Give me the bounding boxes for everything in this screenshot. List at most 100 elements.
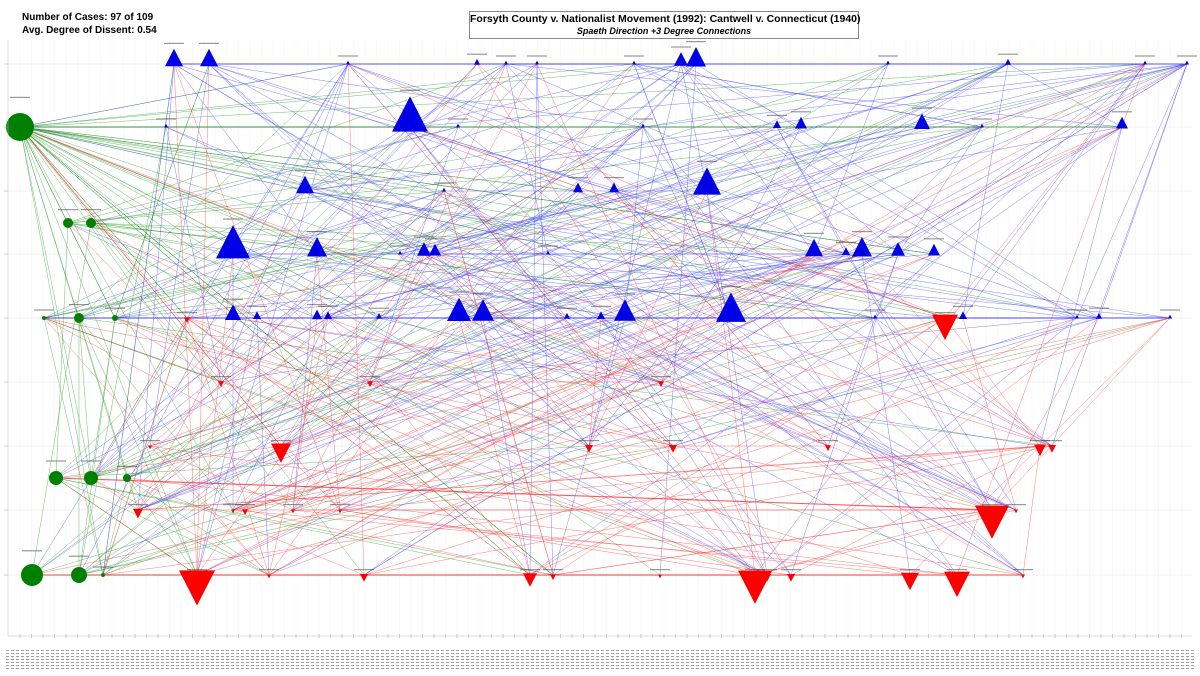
edge-liberal xyxy=(409,126,615,192)
node-label-mark xyxy=(117,465,137,467)
node-liberal xyxy=(456,123,460,128)
edge-liberal xyxy=(897,126,983,255)
edge-liberal xyxy=(1098,63,1188,319)
node-label-mark xyxy=(697,160,717,162)
edge-conservative xyxy=(90,477,270,576)
edge-liberal xyxy=(566,63,1009,319)
node-conservative xyxy=(1014,509,1018,514)
node-label-mark xyxy=(69,555,89,557)
edge-unanimous xyxy=(78,317,1171,576)
edge-liberal xyxy=(173,63,318,255)
node-liberal xyxy=(886,60,890,65)
edge-liberal xyxy=(874,317,993,511)
node-label-mark xyxy=(1013,569,1033,571)
page-subtitle: Spaeth Direction +3 Degree Connections xyxy=(576,26,752,36)
edge-conservative xyxy=(363,317,1171,576)
edge-liberal xyxy=(409,63,507,128)
node-label-mark xyxy=(1177,55,1197,57)
node-liberal xyxy=(928,243,940,256)
edge-unanimous xyxy=(19,126,935,255)
edge-unanimous xyxy=(19,126,445,192)
node-label-mark xyxy=(1067,309,1087,311)
edge-liberal xyxy=(695,63,1100,319)
edge-conservative xyxy=(529,317,1078,576)
edge-unanimous xyxy=(31,63,635,576)
node-conservative xyxy=(658,574,662,579)
node-label-mark xyxy=(543,569,563,571)
node-label-mark xyxy=(818,440,838,442)
node-liberal xyxy=(472,299,494,321)
edge-conservative xyxy=(423,253,674,447)
edge-unanimous xyxy=(67,190,445,224)
node-unanimous xyxy=(84,471,98,485)
case-list-footnote xyxy=(6,648,1194,671)
edge-unanimous xyxy=(19,126,318,255)
node-liberal xyxy=(312,309,322,320)
edge-liberal xyxy=(845,253,1078,319)
edge-conservative xyxy=(149,63,1146,447)
node-label-mark xyxy=(369,307,389,309)
edge-liberal xyxy=(861,253,911,576)
node-label-mark xyxy=(164,42,184,44)
edge-conservative xyxy=(43,317,270,576)
edge-conservative xyxy=(232,317,1171,511)
node-liberal xyxy=(1185,60,1189,65)
edge-unanimous xyxy=(19,126,380,319)
edge-conservative xyxy=(173,63,341,511)
node-label-mark xyxy=(46,460,66,462)
edge-liberal xyxy=(316,63,507,255)
edge-conservative xyxy=(55,477,198,576)
node-conservative xyxy=(148,445,152,450)
edge-liberal xyxy=(363,63,1188,576)
node-liberal xyxy=(296,175,314,194)
edge-liberal xyxy=(624,317,1017,511)
page-title: Forsyth County v. Nationalist Movement (… xyxy=(470,13,861,25)
edge-conservative xyxy=(268,317,946,576)
footnote-line xyxy=(6,665,1194,666)
edge-liberal xyxy=(399,126,923,255)
edge-conservative xyxy=(790,445,1041,576)
edge-conservative xyxy=(458,317,531,576)
edge-conservative xyxy=(766,317,1100,576)
node-conservative xyxy=(787,573,795,582)
node-liberal xyxy=(716,292,746,322)
node-label-mark xyxy=(10,96,30,98)
edge-liberal xyxy=(256,317,270,576)
edge-unanimous xyxy=(90,222,899,255)
node-unanimous xyxy=(86,218,96,228)
edge-unanimous xyxy=(90,445,151,479)
node-label-mark xyxy=(271,440,291,442)
edge-liberal xyxy=(268,126,1123,576)
node-conservative xyxy=(271,443,291,463)
edge-unanimous xyxy=(90,63,1009,479)
node-label-mark xyxy=(390,245,410,247)
edge-liberal xyxy=(642,126,732,319)
node-label-mark xyxy=(400,89,420,91)
edge-liberal xyxy=(399,253,568,319)
node-label-mark xyxy=(671,46,691,48)
edge-liberal xyxy=(423,253,829,447)
edge-conservative xyxy=(347,63,365,576)
node-unanimous xyxy=(42,316,46,320)
edge-liberal xyxy=(304,190,1100,319)
node-label-mark xyxy=(425,238,445,240)
edge-unanimous xyxy=(90,317,116,479)
node-label-mark xyxy=(982,504,1002,506)
node-liberal xyxy=(447,297,471,322)
node-conservative xyxy=(658,381,664,388)
edge-liberal xyxy=(67,222,318,319)
node-liberal xyxy=(674,52,688,66)
edge-liberal xyxy=(186,63,349,319)
edge-unanimous xyxy=(19,126,554,576)
edge-liberal xyxy=(173,63,847,255)
node-label-mark xyxy=(354,569,374,571)
node-label-mark xyxy=(878,55,898,57)
node-conservative xyxy=(291,509,295,514)
node-conservative xyxy=(901,572,919,591)
axis-ticks xyxy=(4,40,1192,638)
node-label-mark xyxy=(781,569,801,571)
edge-conservative xyxy=(137,445,1041,511)
edge-conservative xyxy=(962,317,1017,511)
edge-liberal xyxy=(363,253,815,576)
edge-conservative xyxy=(186,190,708,319)
